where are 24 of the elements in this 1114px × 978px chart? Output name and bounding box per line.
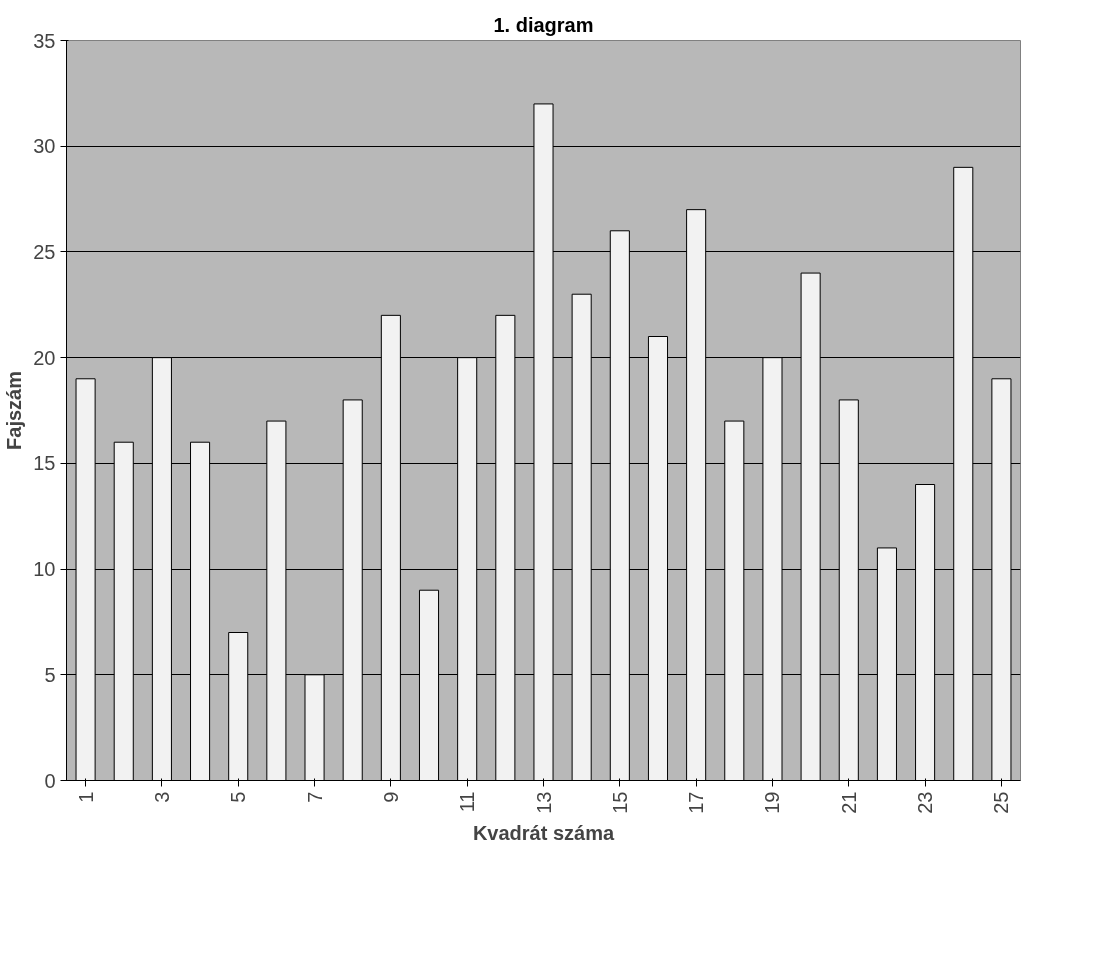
x-tick-label: 23 [914, 791, 937, 814]
y-tick-label: 25 [33, 240, 56, 263]
y-tick-label: 5 [44, 663, 56, 686]
x-tick-label: 21 [837, 791, 860, 814]
x-tick-label: 1 [74, 791, 97, 803]
x-tick-label: 13 [532, 791, 555, 814]
x-tick-label: 9 [379, 791, 402, 803]
y-tick-label: 30 [33, 135, 56, 158]
y-axis-title: Fajszám [3, 371, 26, 450]
x-tick-label: 17 [685, 791, 708, 814]
x-tick-label: 25 [990, 791, 1013, 814]
y-tick-label: 15 [33, 452, 56, 475]
x-tick-label: 3 [150, 791, 173, 803]
y-tick-label: 20 [33, 346, 56, 369]
y-tick-label: 0 [44, 769, 56, 792]
x-tick-label: 15 [608, 791, 631, 814]
x-axis-title: Kvadrát száma [472, 821, 615, 844]
chart-title: 1. diagram [493, 13, 594, 36]
x-tick-label: 7 [303, 791, 326, 803]
x-tick-label: 5 [227, 791, 250, 803]
y-tick-label: 35 [33, 29, 56, 52]
y-tick-label: 10 [33, 558, 56, 581]
x-tick-label: 19 [761, 791, 784, 814]
x-tick-label: 11 [456, 791, 479, 813]
